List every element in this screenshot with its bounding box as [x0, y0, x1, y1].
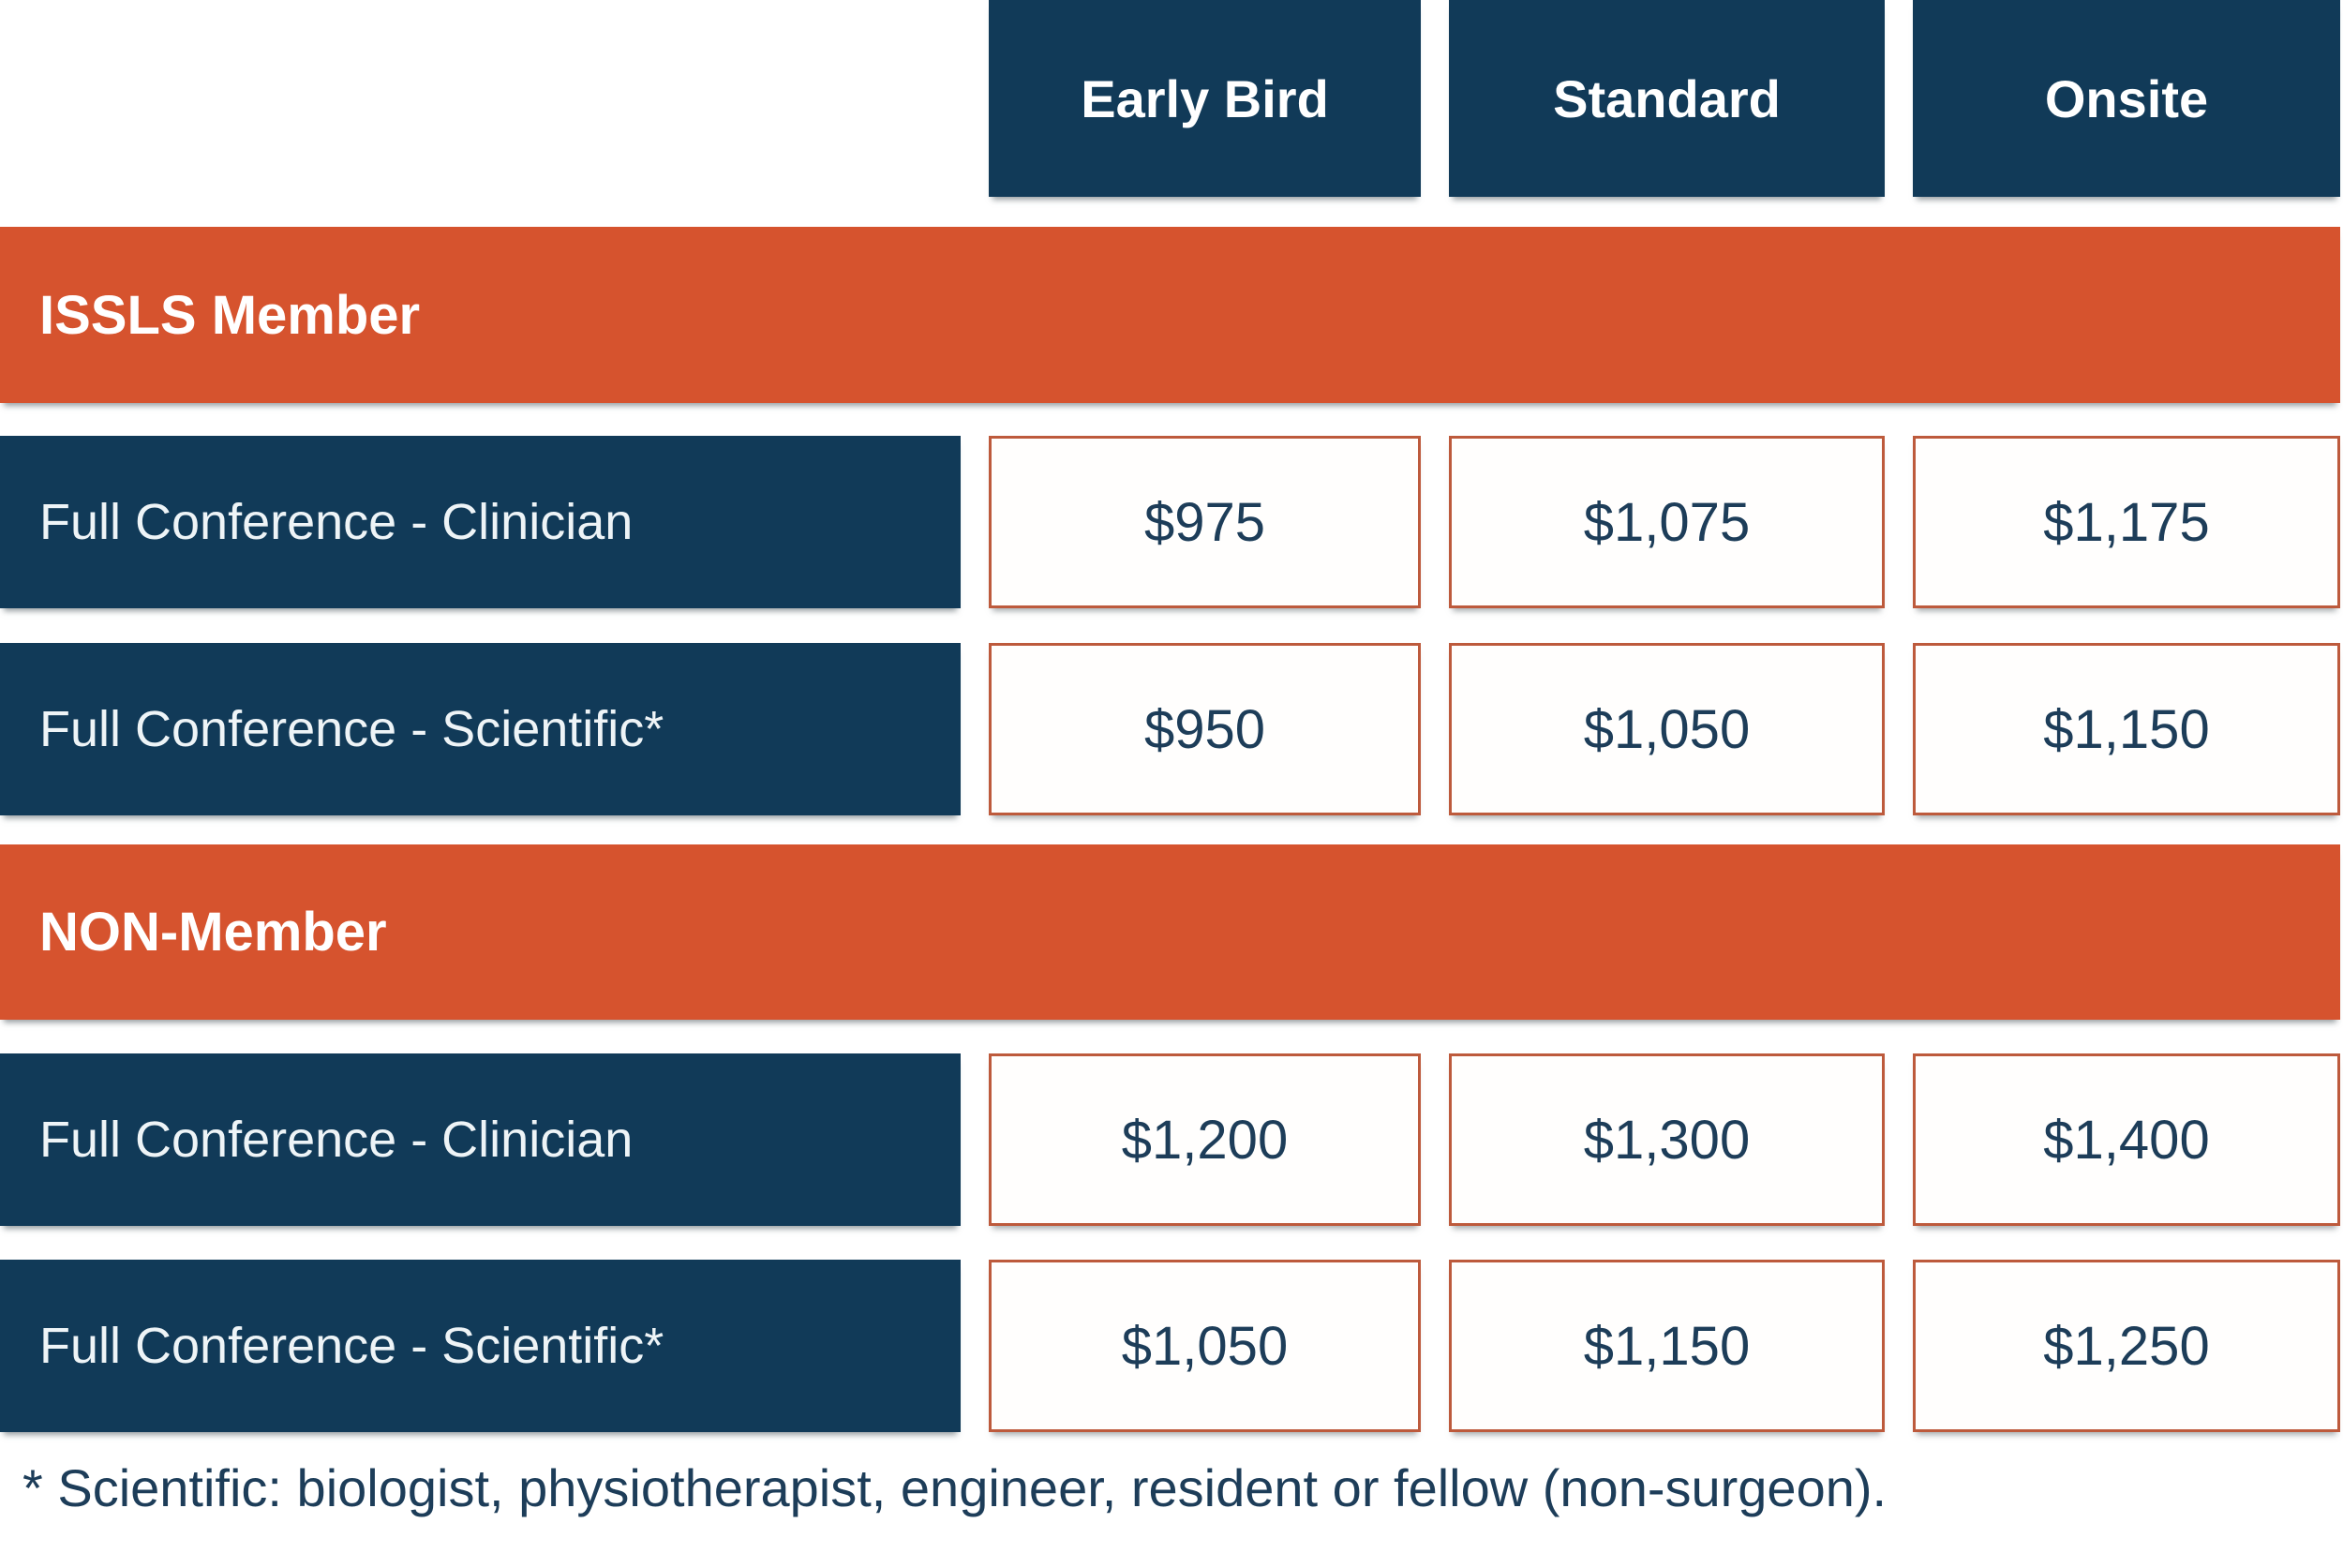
- row-label-clinician: Full Conference - Clinician: [0, 1053, 961, 1226]
- column-header-label: Onsite: [2044, 68, 2209, 128]
- column-header-standard: Standard: [1449, 0, 1885, 197]
- column-header-early-bird: Early Bird: [989, 0, 1421, 197]
- section-title: ISSLS Member: [39, 284, 421, 346]
- price-value: $1,150: [2043, 698, 2210, 760]
- price-cell-early-bird: $975: [989, 436, 1421, 608]
- table-row: Full Conference - Scientific* $1,050 $1,…: [0, 1260, 2340, 1432]
- price-cell-early-bird: $950: [989, 643, 1421, 815]
- price-value: $1,050: [1121, 1315, 1289, 1377]
- price-cell-onsite: $1,250: [1913, 1260, 2340, 1432]
- price-value: $1,250: [2043, 1315, 2210, 1377]
- price-value: $1,050: [1583, 698, 1751, 760]
- price-value: $1,400: [2043, 1109, 2210, 1171]
- column-header-row: Early Bird Standard Onsite: [0, 0, 2340, 197]
- price-cell-onsite: $1,150: [1913, 643, 2340, 815]
- column-header-label: Standard: [1553, 68, 1781, 128]
- section-title: NON-Member: [39, 902, 387, 963]
- price-value: $950: [1143, 698, 1266, 760]
- row-label-scientific: Full Conference - Scientific*: [0, 643, 961, 815]
- price-cell-early-bird: $1,200: [989, 1053, 1421, 1226]
- price-cell-early-bird: $1,050: [989, 1260, 1421, 1432]
- price-value: $1,200: [1121, 1109, 1289, 1171]
- price-cell-standard: $1,150: [1449, 1260, 1885, 1432]
- section-header-issls-member: ISSLS Member: [0, 227, 2340, 403]
- header-spacer: [0, 0, 961, 197]
- price-cell-standard: $1,300: [1449, 1053, 1885, 1226]
- price-value: $975: [1143, 491, 1266, 553]
- price-value: $1,175: [2043, 491, 2210, 553]
- price-cell-onsite: $1,175: [1913, 436, 2340, 608]
- table-row: Full Conference - Clinician $1,200 $1,30…: [0, 1053, 2340, 1226]
- footnote-scientific-definition: * Scientific: biologist, physiotherapist…: [22, 1458, 1888, 1517]
- price-cell-standard: $1,075: [1449, 436, 1885, 608]
- table-row: Full Conference - Clinician $975 $1,075 …: [0, 436, 2340, 608]
- price-cell-onsite: $1,400: [1913, 1053, 2340, 1226]
- row-label-scientific: Full Conference - Scientific*: [0, 1260, 961, 1432]
- price-cell-standard: $1,050: [1449, 643, 1885, 815]
- section-header-non-member: NON-Member: [0, 844, 2340, 1020]
- column-header-onsite: Onsite: [1913, 0, 2340, 197]
- price-value: $1,150: [1583, 1315, 1751, 1377]
- table-row: Full Conference - Scientific* $950 $1,05…: [0, 643, 2340, 815]
- column-header-label: Early Bird: [1081, 68, 1329, 128]
- price-value: $1,075: [1583, 491, 1751, 553]
- row-label-clinician: Full Conference - Clinician: [0, 436, 961, 608]
- price-value: $1,300: [1583, 1109, 1751, 1171]
